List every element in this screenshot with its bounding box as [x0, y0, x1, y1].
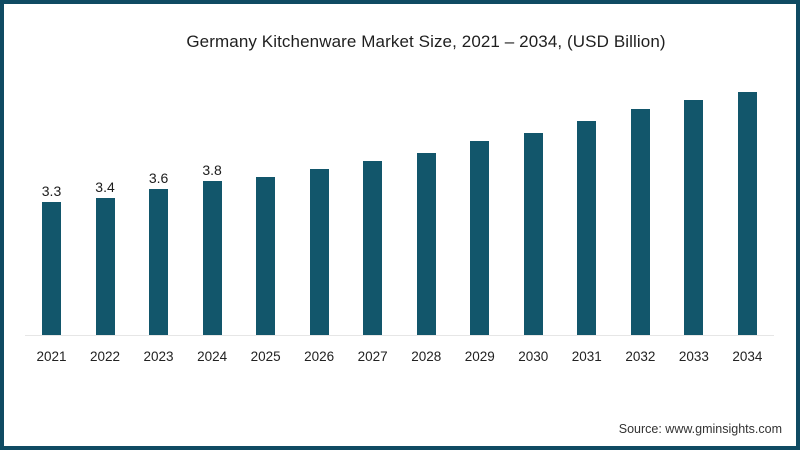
- x-axis-label: 2024: [197, 349, 228, 364]
- bar-slot: [453, 60, 506, 335]
- x-axis-label: 2022: [90, 349, 121, 364]
- bar: [684, 100, 704, 335]
- x-axis-label: 2027: [357, 349, 388, 364]
- x-axis-label: 2021: [36, 349, 67, 364]
- x-axis-label: 2028: [411, 349, 442, 364]
- bar-value-label: 3.3: [41, 182, 62, 199]
- bar-slot: 3.3: [25, 60, 78, 335]
- bar-slot: [293, 60, 346, 335]
- bar: [577, 120, 597, 335]
- bar-slot: [239, 60, 292, 335]
- bar-slot: 3.6: [132, 60, 185, 335]
- x-axis: 2021 2022 2023 2024 2025 2026 2027 2028 2029 2030…: [25, 349, 774, 364]
- bar-value-label: 3.6: [148, 170, 169, 187]
- bar: [630, 108, 650, 335]
- bar: [309, 169, 329, 335]
- bar-slot: [400, 60, 453, 335]
- x-axis-label: 2034: [732, 349, 763, 364]
- bar-slot: [346, 60, 399, 335]
- bar-slot: [614, 60, 667, 335]
- bar: [737, 92, 757, 335]
- bar: [416, 153, 436, 335]
- x-axis-label: 2033: [678, 349, 709, 364]
- chart-title: Germany Kitchenware Market Size, 2021 – …: [186, 32, 666, 51]
- x-axis-label: 2029: [464, 349, 495, 364]
- bar: [363, 161, 383, 335]
- x-axis-label: 2031: [571, 349, 602, 364]
- plot-area: 3.3 3.4 3.6 3.8: [25, 60, 774, 336]
- bar-slot: [667, 60, 720, 335]
- source-credit: Source: www.gminsights.com: [618, 422, 782, 436]
- x-axis-label: 2026: [304, 349, 335, 364]
- bar: [95, 197, 115, 335]
- bar: [202, 181, 222, 335]
- x-axis-label: 2030: [518, 349, 549, 364]
- bar: [42, 201, 61, 335]
- bar-value-label: 3.4: [95, 178, 115, 195]
- bar: [523, 132, 543, 335]
- bar-slot: 3.8: [186, 60, 239, 335]
- bar-slot: 3.4: [79, 60, 132, 335]
- bar-slot: [507, 60, 560, 335]
- bar-slot: [560, 60, 613, 335]
- bar-slot: [721, 60, 774, 335]
- x-axis-label: 2025: [250, 349, 281, 364]
- bar: [256, 177, 276, 335]
- x-axis-label: 2023: [143, 349, 174, 364]
- bar: [470, 140, 490, 335]
- x-axis-label: 2032: [625, 349, 656, 364]
- bar: [149, 189, 169, 335]
- bar-value-label: 3.8: [202, 162, 222, 179]
